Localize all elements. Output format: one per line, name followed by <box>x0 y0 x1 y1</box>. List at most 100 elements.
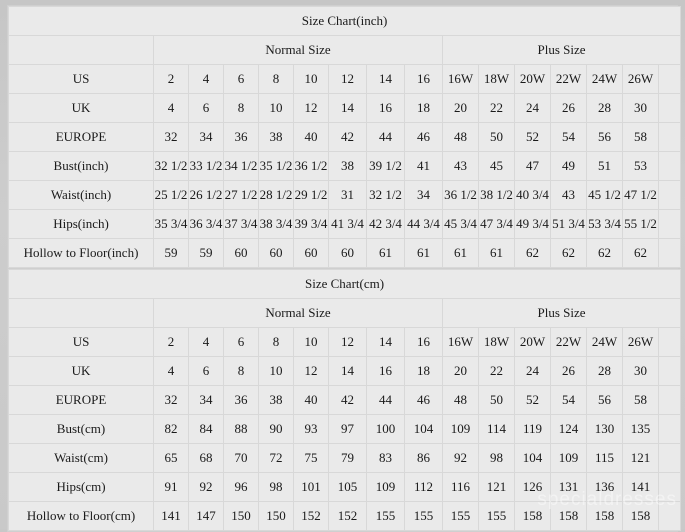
cell: 38 <box>328 151 367 181</box>
cell: 34 <box>188 122 224 152</box>
cell: 53 3/4 <box>586 209 623 239</box>
cell: 53 <box>622 151 659 181</box>
cell: 61 <box>478 238 515 268</box>
spacer-cell <box>657 501 682 531</box>
cell: 114 <box>478 414 515 444</box>
cell: 45 <box>478 151 515 181</box>
cell: 155 <box>404 501 443 531</box>
cell: 72 <box>258 443 294 473</box>
cell: 65 <box>153 443 189 473</box>
cell: 121 <box>478 472 515 502</box>
cell: 34 <box>188 385 224 415</box>
cell: 54 <box>550 385 587 415</box>
cell: 26 1/2 <box>188 180 224 210</box>
cell: 34 1/2 <box>223 151 259 181</box>
cell: 14 <box>328 93 367 123</box>
cell: 30 <box>622 356 659 386</box>
cell: 75 <box>293 443 329 473</box>
cell: 22 <box>478 93 515 123</box>
cell: 12 <box>328 64 367 94</box>
cell: 29 1/2 <box>293 180 329 210</box>
cell: 49 3/4 <box>514 209 551 239</box>
row-header-uk: UK <box>8 356 154 386</box>
spacer-cell <box>657 64 682 94</box>
spacer-cell <box>657 122 682 152</box>
cell: 58 <box>622 122 659 152</box>
cell: 79 <box>328 443 367 473</box>
cell: 52 <box>514 385 551 415</box>
cell: 8 <box>223 356 259 386</box>
size-table-inch: Size Chart(inch) Normal Size Plus Size U… <box>7 6 682 268</box>
cell: 36 1/2 <box>442 180 479 210</box>
table-body-inch: Size Chart(inch) Normal Size Plus Size U… <box>7 6 682 268</box>
cell: 34 <box>404 180 443 210</box>
group-row: Normal Size Plus Size <box>8 298 682 328</box>
row-header-bust: Bust(inch) <box>8 151 154 181</box>
cell: 36 <box>223 122 259 152</box>
cell: 152 <box>328 501 367 531</box>
cell: 60 <box>293 238 329 268</box>
cell: 92 <box>442 443 479 473</box>
cell: 22W <box>550 327 587 357</box>
table-row: EUROPE 32 34 36 38 40 42 44 46 48 50 52 … <box>8 385 682 415</box>
cell: 42 <box>328 385 367 415</box>
cell: 38 1/2 <box>478 180 515 210</box>
cell: 4 <box>153 356 189 386</box>
cell: 152 <box>293 501 329 531</box>
cell: 8 <box>223 93 259 123</box>
cell: 104 <box>404 414 443 444</box>
table-row: Waist(inch) 25 1/2 26 1/2 27 1/2 28 1/2 … <box>8 180 682 210</box>
cell: 88 <box>223 414 259 444</box>
table-row: UK 4 6 8 10 12 14 16 18 20 22 24 26 28 3… <box>8 356 682 386</box>
cell: 20W <box>514 64 551 94</box>
cell: 36 1/2 <box>293 151 329 181</box>
cell: 51 <box>586 151 623 181</box>
cell: 116 <box>442 472 479 502</box>
cell: 60 <box>223 238 259 268</box>
cell: 35 1/2 <box>258 151 294 181</box>
cell: 109 <box>550 443 587 473</box>
table-row: Bust(inch) 32 1/2 33 1/2 34 1/2 35 1/2 3… <box>8 151 682 181</box>
cell: 2 <box>153 64 189 94</box>
spacer-cell <box>657 385 682 415</box>
cell: 38 <box>258 385 294 415</box>
cell: 43 <box>442 151 479 181</box>
cell: 155 <box>366 501 405 531</box>
cell: 150 <box>223 501 259 531</box>
spacer-cell <box>657 209 682 239</box>
cell: 155 <box>478 501 515 531</box>
cell: 32 <box>153 122 189 152</box>
cell: 86 <box>404 443 443 473</box>
spacer-cell <box>657 443 682 473</box>
row-header-europe: EUROPE <box>8 385 154 415</box>
cell: 4 <box>153 93 189 123</box>
group-header-plus-size: Plus Size <box>441 298 682 328</box>
cell: 41 <box>404 151 443 181</box>
row-header-us: US <box>8 327 154 357</box>
cell: 104 <box>514 443 551 473</box>
cell: 4 <box>188 64 224 94</box>
cell: 158 <box>550 501 587 531</box>
cell: 46 <box>404 122 443 152</box>
cell: 42 3/4 <box>366 209 405 239</box>
cell: 10 <box>293 327 329 357</box>
row-header-bust: Bust(cm) <box>8 414 154 444</box>
title-row: Size Chart(inch) <box>7 6 682 36</box>
cell: 16W <box>442 64 479 94</box>
size-chart-cm: Size Chart(cm) Normal Size Plus Size US … <box>7 268 682 532</box>
cell: 33 1/2 <box>188 151 224 181</box>
cell: 60 <box>258 238 294 268</box>
cell: 60 <box>328 238 367 268</box>
size-table-cm: Size Chart(cm) Normal Size Plus Size US … <box>7 269 682 531</box>
cell: 16 <box>404 327 443 357</box>
cell: 44 <box>366 122 405 152</box>
cell: 10 <box>258 93 294 123</box>
row-header-hollow-to-floor: Hollow to Floor(inch) <box>8 238 154 268</box>
cell: 14 <box>366 64 405 94</box>
cell: 43 <box>550 180 587 210</box>
cell: 62 <box>622 238 659 268</box>
cell: 4 <box>188 327 224 357</box>
cell: 16 <box>404 64 443 94</box>
cell: 39 3/4 <box>293 209 329 239</box>
cell: 158 <box>622 501 659 531</box>
